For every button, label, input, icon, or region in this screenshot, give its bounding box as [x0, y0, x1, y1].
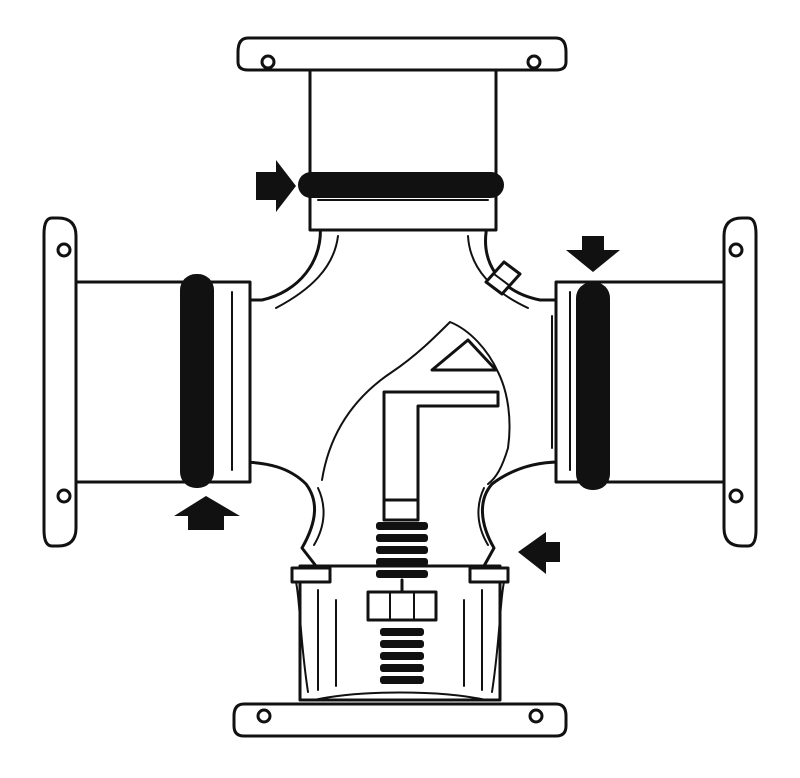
- left-weld-seam: [180, 274, 214, 488]
- flange-seat: [313, 691, 487, 701]
- body-contour: [275, 235, 339, 309]
- body-contour: [477, 487, 489, 546]
- top-pipe: [308, 56, 498, 232]
- drain-plug: [484, 260, 522, 296]
- right-flange: [722, 216, 758, 548]
- body-contour: [313, 487, 325, 546]
- arrow-down-icon: [566, 236, 620, 272]
- bonnet-sides: [295, 581, 505, 693]
- bolt-hole: [728, 488, 744, 504]
- valve-stem: [382, 498, 420, 522]
- bolt-hole: [56, 488, 72, 504]
- top-flange: [236, 36, 568, 72]
- top-connection: [236, 36, 568, 232]
- arrow-up-icon: [174, 496, 240, 530]
- bonnet-lip-right: [468, 566, 510, 584]
- left-pipe: [70, 280, 252, 484]
- right-connection: [554, 216, 758, 548]
- bolt-hole: [728, 242, 744, 258]
- stem-nut: [366, 590, 438, 622]
- bottom-connection: [232, 564, 568, 738]
- bolt-hole: [528, 708, 544, 724]
- bolt-hole: [56, 242, 72, 258]
- valve-plug-disc: [430, 338, 498, 372]
- upper-spring: [376, 522, 428, 578]
- bottom-flange: [232, 702, 568, 738]
- body-contour: [467, 235, 529, 309]
- arrow-left-icon: [518, 532, 560, 574]
- left-connection: [42, 216, 252, 548]
- bonnet-lip-left: [290, 566, 332, 584]
- housing-walls: [317, 589, 483, 691]
- bolt-hole: [256, 708, 272, 724]
- lower-spring: [380, 628, 424, 684]
- bolt-hole: [260, 54, 276, 70]
- arrow-right-icon: [256, 160, 296, 212]
- left-flange: [42, 216, 78, 548]
- bolt-hole: [526, 54, 542, 70]
- right-weld-seam: [576, 282, 610, 490]
- valve-cutaway: [321, 321, 511, 684]
- top-weld-seam: [298, 172, 504, 198]
- cutaway-edge: [321, 321, 511, 485]
